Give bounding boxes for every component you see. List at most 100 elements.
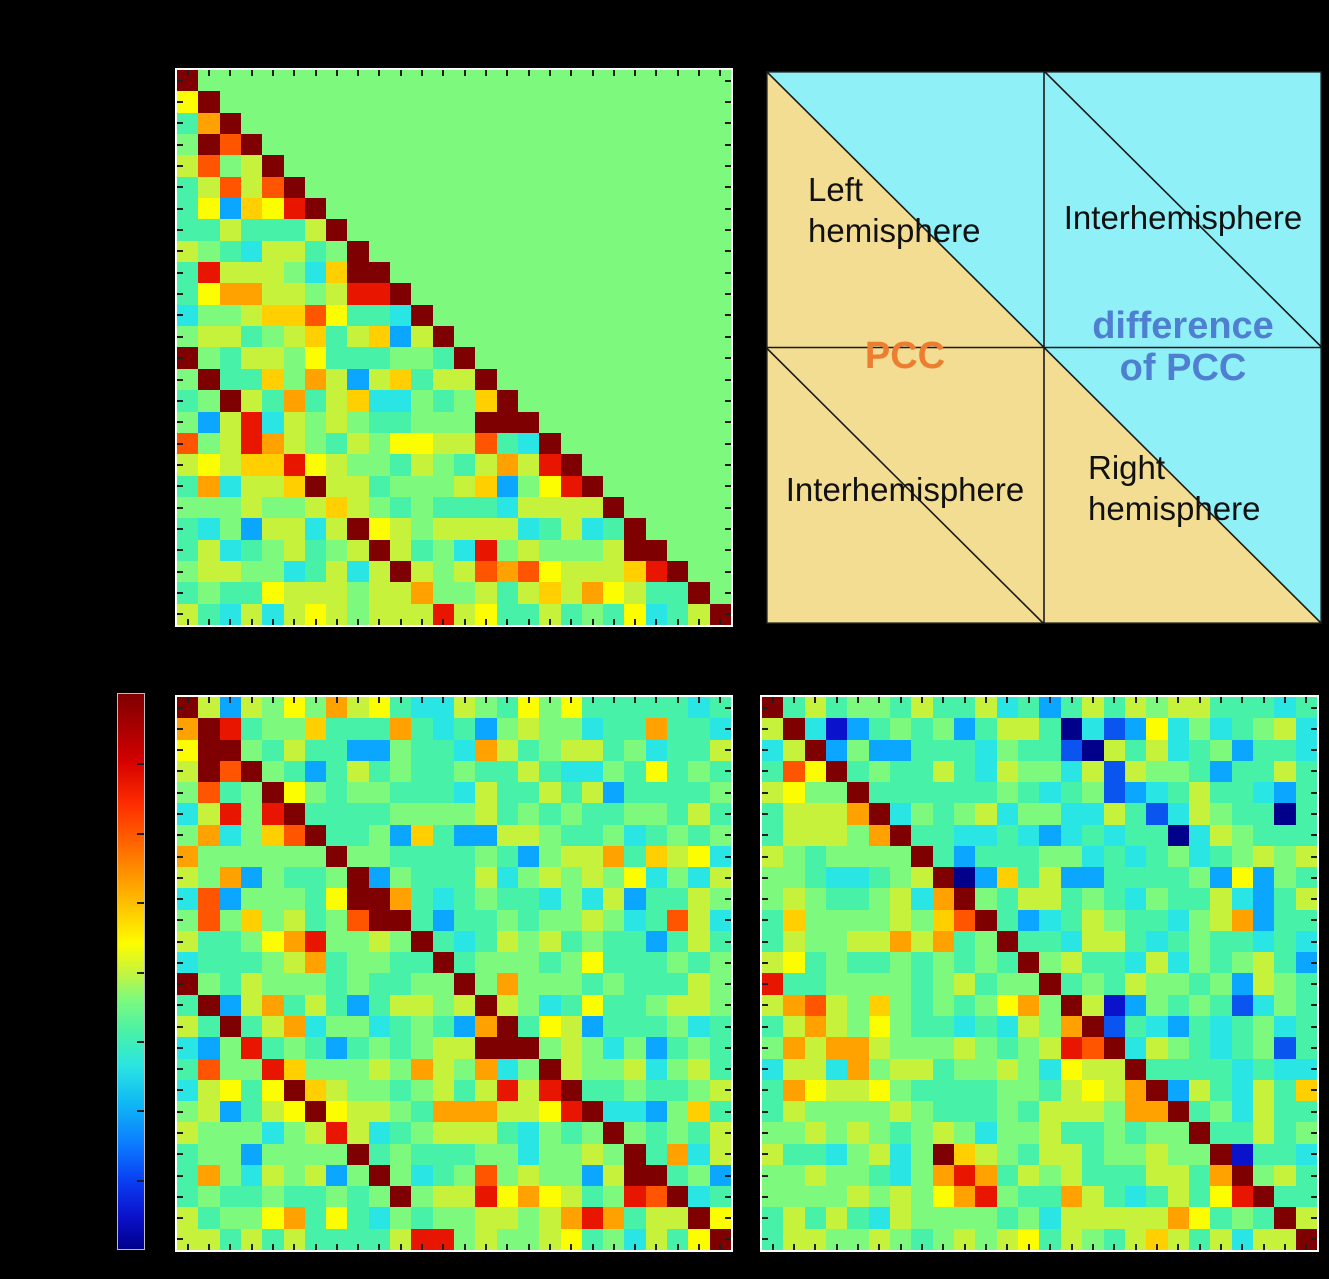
heatmap-cell [411,262,433,284]
heatmap-cell [560,1186,582,1208]
heatmap-cell [432,582,454,604]
heatmap-cell [762,845,784,868]
heatmap-cell [804,1122,827,1144]
heatmap-cell [709,930,731,953]
heatmap-cell [996,994,1019,1017]
heatmap-cell [603,326,625,348]
heatmap-cell [198,368,220,391]
heatmap-cell [304,91,327,113]
heatmap-cell [847,909,869,931]
heatmap-cell [762,803,784,825]
heatmap-cell [1082,1058,1104,1080]
heatmap-cell [283,582,305,604]
heatmap-cell [1295,1058,1317,1080]
heatmap-cell [326,1122,348,1144]
heatmap-cell [517,1122,540,1144]
heatmap-cell [539,155,561,177]
heatmap-cell [645,518,668,540]
heatmap-cell [177,134,199,156]
heatmap-cell [198,326,220,348]
heatmap-cell [1103,930,1125,953]
heatmap-cell [177,803,199,825]
heatmap-cell [368,803,391,825]
heatmap-cell [762,930,784,953]
heatmap-cell [709,368,731,391]
heatmap-cell [1295,1164,1317,1187]
heatmap-cell [868,973,891,995]
heatmap-cell [240,1058,263,1080]
heatmap-cell [847,973,869,995]
heatmap-cell [1252,1143,1275,1165]
heatmap-cell [709,803,731,825]
heatmap-cell [709,70,731,92]
heatmap-cell [1039,803,1061,825]
heatmap-cell [1252,930,1275,953]
heatmap-cell [581,155,604,177]
heatmap-cell [219,518,241,540]
heatmap-cell [475,952,497,974]
heatmap-cell [1231,760,1253,783]
heatmap-cell [326,824,348,846]
heatmap-cell [1210,909,1232,931]
heatmap-cell [283,1037,305,1059]
heatmap-cell [432,560,454,583]
heatmap-cell [826,888,848,910]
heatmap-cell [368,697,391,719]
heatmap-cell [368,1079,391,1102]
heatmap-cell [177,697,199,719]
heatmap-cell [496,782,518,804]
heatmap-cell [1274,1207,1296,1229]
heatmap-cell [240,803,263,825]
heatmap-cell [496,603,518,625]
heatmap-cell [411,867,433,889]
heatmap-cell [411,1164,433,1187]
heatmap-cell [847,1186,869,1208]
heatmap-cell [667,952,689,974]
heatmap-cell [539,283,561,305]
heatmap-cell [177,718,199,740]
heatmap-cell [539,411,561,433]
heatmap-cell [1039,824,1061,846]
heatmap-cell [932,718,955,740]
heatmap-cell [560,219,582,241]
heatmap-cell [347,176,369,199]
heatmap-cell [1231,697,1253,719]
heatmap-cell [368,760,391,783]
heatmap-cell [1060,1143,1083,1165]
heatmap-cell [1060,824,1083,846]
heatmap-cell [1082,1143,1104,1165]
heatmap-cell [240,845,263,868]
heatmap-cell [1274,994,1296,1017]
heatmap-cell [177,560,199,583]
heatmap-cell [390,930,412,953]
heatmap-cell [1295,1122,1317,1144]
heatmap-cell [1188,1122,1211,1144]
heatmap-cell [240,155,263,177]
heatmap-cell [177,952,199,974]
heatmap-cell [1210,697,1232,719]
heatmap-cell [996,952,1019,974]
heatmap-cell [496,326,518,348]
heatmap-cell [347,1207,369,1229]
heatmap-cell [390,888,412,910]
heatmap-cell [368,560,391,583]
heatmap-cell [762,1101,784,1123]
heatmap-cell [347,219,369,241]
heatmap-cell [762,782,784,804]
heatmap-cell [304,930,327,953]
heatmap-cell [975,1058,997,1080]
heatmap-cell [475,582,497,604]
heatmap-cell [709,240,731,263]
heatmap-cell [326,219,348,241]
heatmap-cell [347,70,369,92]
heatmap-cell [390,475,412,497]
heatmap-cell [1146,1228,1168,1250]
heatmap-cell [911,782,933,804]
heatmap-cell [411,560,433,583]
heatmap-cell [762,1058,784,1080]
heatmap-cell [645,718,668,740]
heatmap-cell [1082,1037,1104,1059]
heatmap-cell [581,347,604,369]
heatmap-cell [804,739,827,761]
heatmap-cell [996,824,1019,846]
